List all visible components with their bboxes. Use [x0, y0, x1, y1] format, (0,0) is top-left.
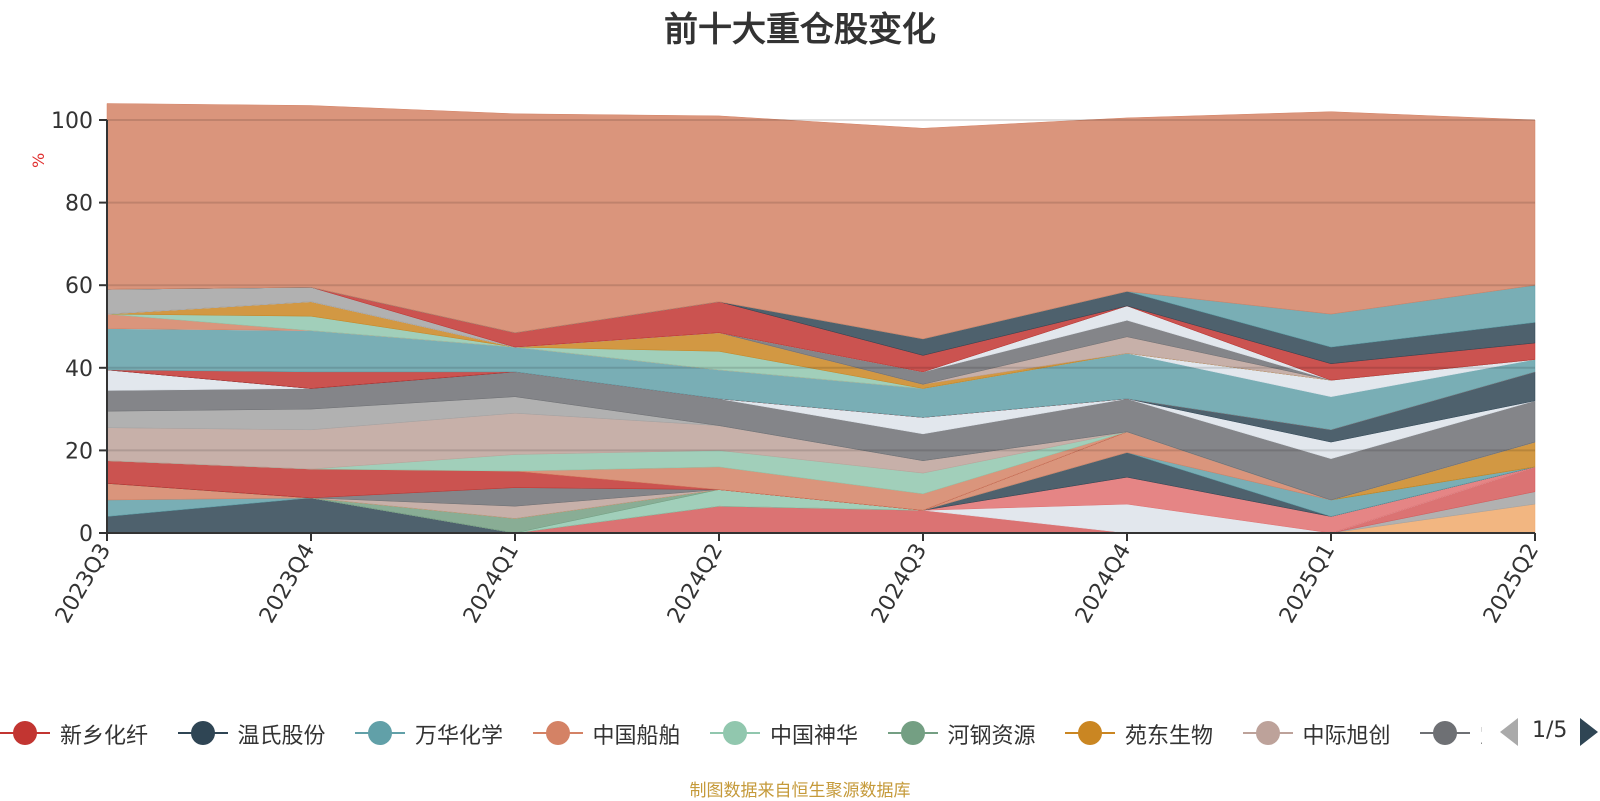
legend-label: 中国船舶 [592, 724, 681, 749]
y-tick-label: 40 [65, 357, 93, 382]
legend-label: 河钢资源 [947, 724, 1036, 749]
source-note: 制图数据来自恒生聚源数据库 [689, 781, 911, 801]
legend-marker-icon [723, 721, 747, 745]
y-axis-label: % [29, 153, 48, 168]
legend-marker-icon [1255, 721, 1280, 745]
grid-lines [107, 119, 1535, 534]
legend-items: 新乡化纤 温氏股份 万华化学 中国船舶 中国神华 河钢资源 苑东生物 中际旭创 宝 [0, 712, 1482, 752]
chart-title: 前十大重仓股变化 [664, 10, 936, 50]
y-tick-label: 80 [65, 192, 93, 217]
legend-label: 温氏股份 [237, 724, 326, 749]
legend-marker-icon [13, 721, 37, 745]
legend-label: 中国神华 [770, 724, 859, 749]
x-tick-label: 2024Q1 [459, 540, 524, 628]
legend-label: 苑东生物 [1125, 724, 1214, 749]
x-tick-label: 2024Q2 [663, 540, 728, 628]
legend-marker-icon [900, 721, 925, 745]
y-tick-label: 60 [65, 274, 93, 299]
y-tick-label: 100 [51, 109, 93, 134]
area-series-35 [106, 103, 1536, 340]
legend-label: 宝 [1480, 718, 1482, 750]
legend-next-page-button[interactable] [1580, 718, 1598, 746]
legend-marker-icon [1433, 721, 1457, 745]
legend-marker-icon [368, 721, 392, 745]
legend-marker-icon [1078, 721, 1102, 745]
stacked-area-chart: 0 20 40 60 80 100 2023Q3 2023Q4 2024Q1 2024Q2 2024… [29, 103, 1544, 628]
x-tick-label: 2023Q3 [51, 540, 116, 628]
legend-page-indicator: 1/5 [1532, 718, 1568, 743]
x-tick-label: 2025Q2 [1479, 540, 1544, 628]
legend-marker-icon [190, 721, 215, 745]
x-tick-label: 2024Q4 [1071, 540, 1136, 628]
legend-label: 新乡化纤 [60, 724, 149, 749]
y-tick-label: 20 [65, 439, 93, 464]
y-tick-label: 0 [79, 522, 93, 547]
x-tick-label: 2024Q3 [867, 540, 932, 628]
legend-marker-icon [545, 721, 570, 745]
x-tick-label: 2025Q1 [1275, 540, 1340, 628]
x-tick-label: 2023Q4 [255, 540, 320, 628]
legend-prev-page-button[interactable] [1500, 718, 1518, 746]
legend: 新乡化纤 温氏股份 万华化学 中国船舶 中国神华 河钢资源 苑东生物 中际旭创 宝 1/5 [0, 712, 1600, 752]
legend-label: 万华化学 [415, 724, 504, 749]
area-series-layer [106, 103, 1536, 534]
legend-label: 中际旭创 [1302, 724, 1391, 749]
